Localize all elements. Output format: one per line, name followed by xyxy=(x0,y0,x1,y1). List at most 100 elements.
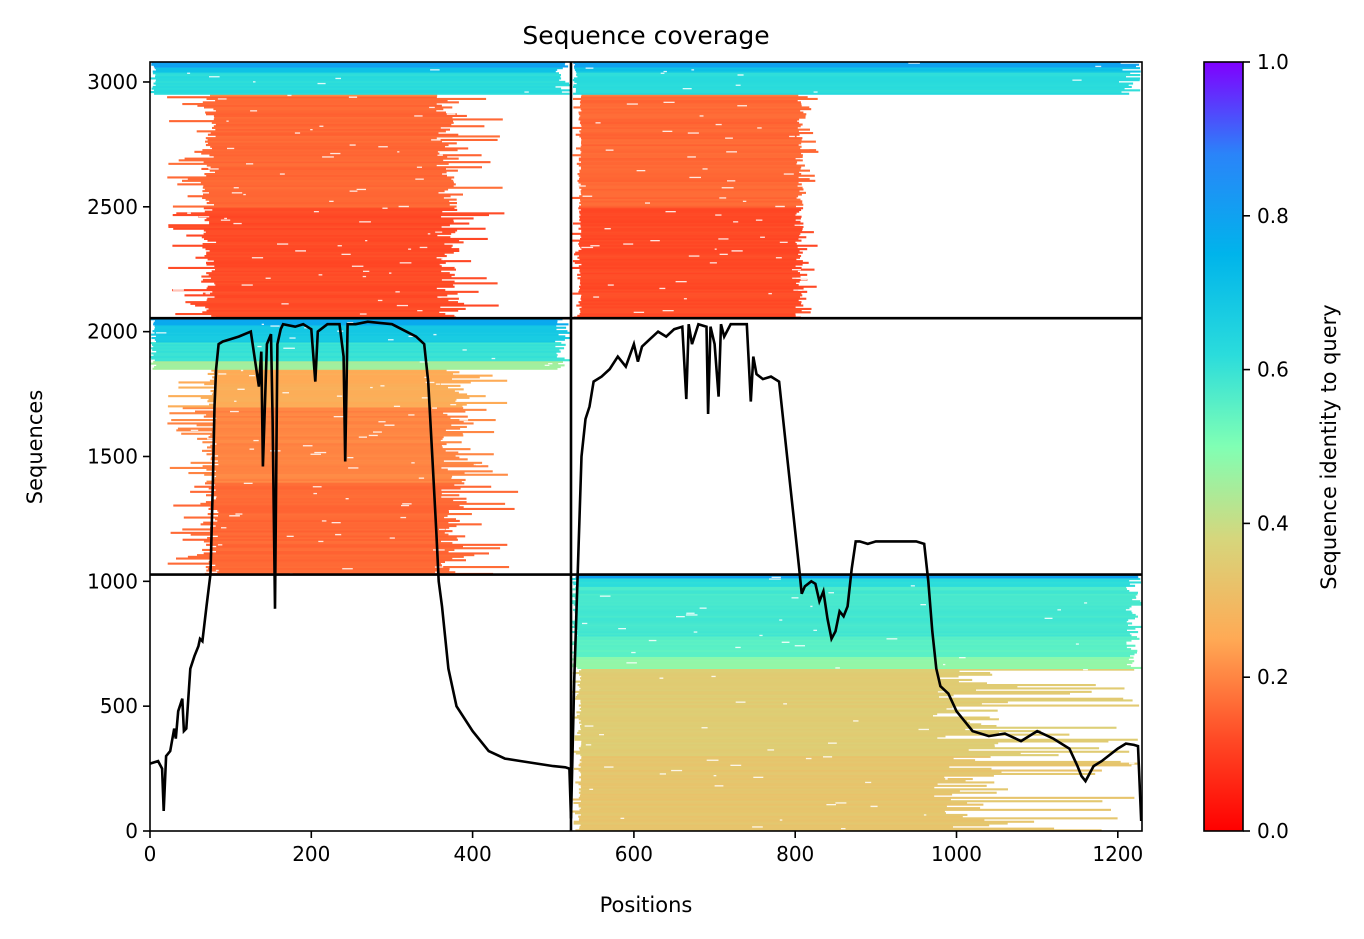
coverage-row xyxy=(211,431,495,434)
coverage-gap xyxy=(781,641,790,643)
coverage-gap xyxy=(270,325,280,327)
coverage-row xyxy=(205,566,510,569)
coverage-gap xyxy=(462,348,467,351)
coverage-row xyxy=(204,255,447,258)
coverage-row xyxy=(150,362,559,365)
colorbar-title: Sequence identity to query xyxy=(1317,304,1341,589)
coverage-row xyxy=(581,772,1096,775)
coverage-gap xyxy=(310,453,321,455)
coverage-gap xyxy=(648,639,657,642)
coverage-row xyxy=(187,178,452,181)
coverage-gap xyxy=(437,296,442,298)
coverage-row xyxy=(581,150,819,153)
coverage-row xyxy=(579,673,993,676)
coverage-row xyxy=(578,805,947,808)
colorbar-tick-label: 0.2 xyxy=(1257,665,1289,689)
coverage-row xyxy=(155,335,566,338)
coverage-row xyxy=(208,507,515,510)
coverage-row xyxy=(150,91,562,94)
coverage-gap xyxy=(282,391,289,394)
coverage-row xyxy=(571,643,1127,646)
x-tick-label: 1000 xyxy=(931,842,982,866)
coverage-row xyxy=(580,280,800,283)
coverage-row xyxy=(214,478,466,481)
coverage-row xyxy=(572,260,803,263)
plot-frame xyxy=(149,61,1143,832)
coverage-row xyxy=(574,738,1138,741)
coverage-row xyxy=(580,220,801,223)
coverage-row xyxy=(572,126,798,129)
coverage-gap xyxy=(393,405,401,407)
coverage-row xyxy=(205,198,457,201)
coverage-row xyxy=(574,261,809,264)
colorbar-tick-label: 0.8 xyxy=(1257,204,1289,228)
coverage-gap xyxy=(742,200,747,202)
coverage-row xyxy=(206,263,442,266)
coverage-row xyxy=(214,408,487,411)
coverage-row xyxy=(206,413,448,416)
coverage-gap xyxy=(319,125,324,127)
coverage-row xyxy=(151,352,557,355)
coverage-row xyxy=(217,571,456,574)
coverage-gap xyxy=(779,619,783,621)
coverage-row xyxy=(213,260,472,263)
coverage-gap xyxy=(794,224,807,226)
coverage-row xyxy=(211,547,501,550)
coverage-row xyxy=(212,391,459,394)
coverage-gap xyxy=(618,627,626,630)
coverage-row xyxy=(571,625,1142,628)
coverage-gap xyxy=(675,280,687,283)
coverage-row xyxy=(576,147,802,150)
coverage-gap xyxy=(1129,762,1135,765)
coverage-row xyxy=(214,116,453,119)
coverage-gap xyxy=(220,219,231,221)
coverage-gap xyxy=(358,436,367,438)
coverage-gap xyxy=(775,256,782,259)
coverage-gap xyxy=(287,94,292,97)
coverage-row xyxy=(572,620,1127,623)
coverage-row xyxy=(211,451,459,454)
coverage-row xyxy=(201,167,446,170)
coverage-row xyxy=(580,779,966,782)
coverage-row xyxy=(577,256,800,259)
coverage-row xyxy=(574,610,1132,613)
coverage-row xyxy=(580,725,997,728)
coverage-heatmap xyxy=(150,62,1142,831)
coverage-gap xyxy=(218,372,227,375)
coverage-row xyxy=(579,268,815,271)
coverage-row xyxy=(580,774,994,777)
coverage-row xyxy=(580,145,802,148)
coverage-row xyxy=(209,379,508,382)
coverage-gap xyxy=(604,766,614,768)
coverage-row xyxy=(580,275,801,278)
coverage-row xyxy=(577,579,1130,582)
coverage-row xyxy=(204,237,488,240)
coverage-row xyxy=(168,395,486,398)
coverage-gap xyxy=(294,132,301,134)
coverage-gap xyxy=(687,155,696,158)
coverage-gap xyxy=(411,461,415,464)
coverage-row xyxy=(217,535,466,538)
coverage-row xyxy=(579,219,796,222)
coverage-row xyxy=(208,307,466,310)
coverage-row xyxy=(578,747,1100,750)
coverage-row xyxy=(207,239,460,242)
coverage-row xyxy=(209,191,439,194)
coverage-gap xyxy=(730,764,742,766)
coverage-row xyxy=(216,475,453,478)
coverage-row xyxy=(577,629,1127,632)
coverage-row xyxy=(580,166,802,169)
coverage-row xyxy=(204,383,441,386)
coverage-row xyxy=(578,249,800,252)
coverage-row xyxy=(204,173,443,176)
coverage-row xyxy=(580,108,812,111)
coverage-gap xyxy=(918,728,929,731)
coverage-gap xyxy=(1044,617,1053,619)
coverage-gap xyxy=(419,360,429,363)
coverage-row xyxy=(576,711,958,714)
coverage-row xyxy=(153,89,571,92)
coverage-row xyxy=(194,485,492,488)
coverage-row xyxy=(579,808,1111,811)
coverage-gap xyxy=(233,186,239,189)
